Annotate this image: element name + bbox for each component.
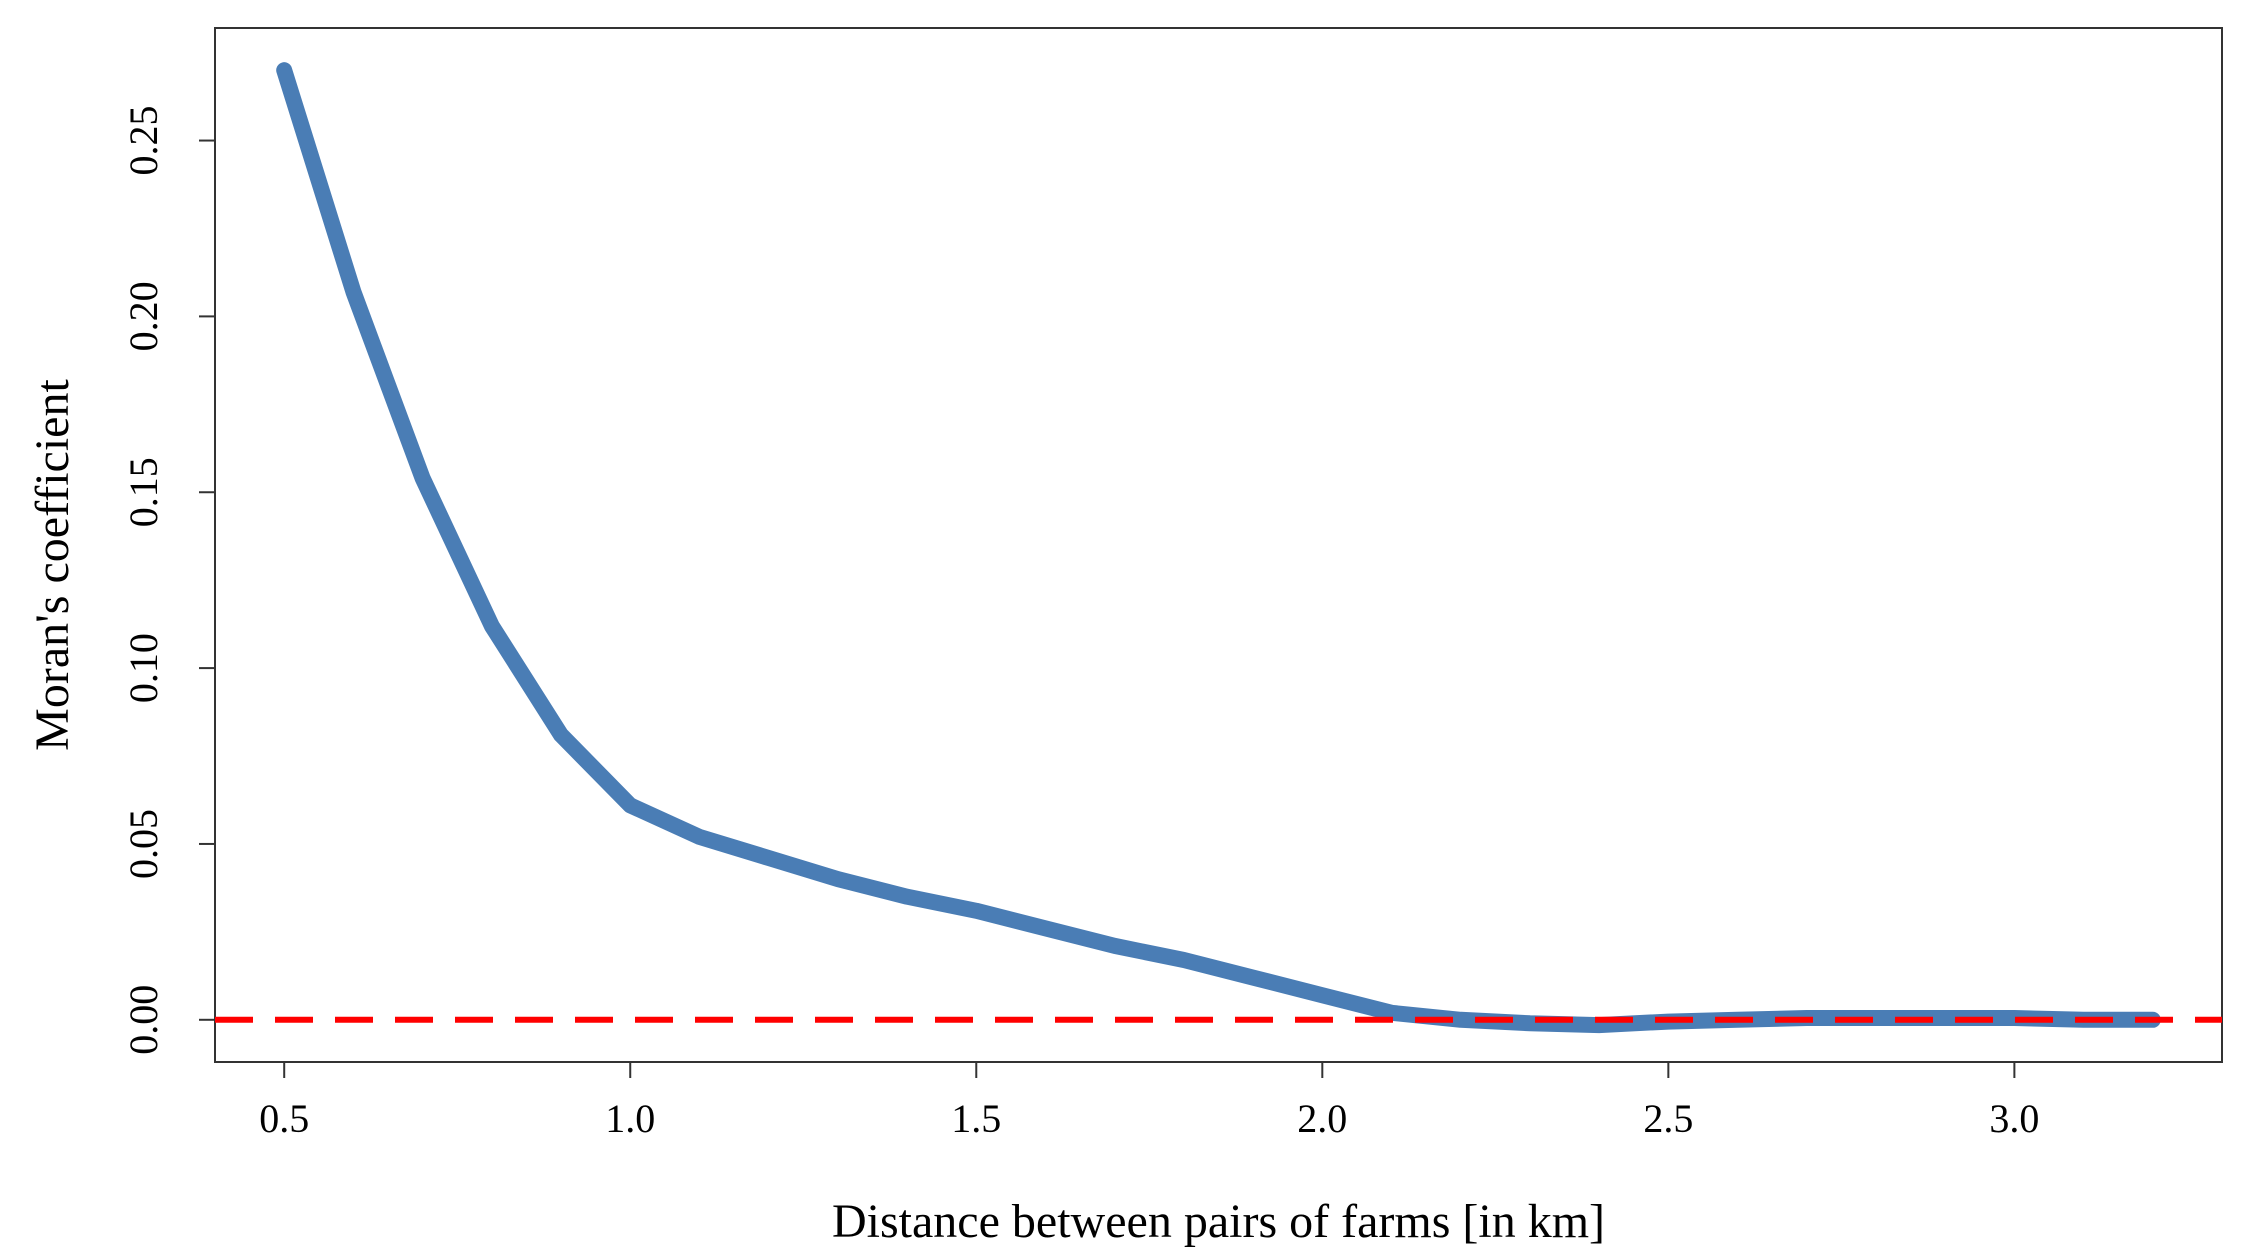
y-tick-label: 0.15 <box>121 457 166 527</box>
y-tick-label: 0.05 <box>121 809 166 879</box>
x-tick-label: 0.5 <box>259 1096 309 1141</box>
y-tick-label: 0.20 <box>121 281 166 351</box>
y-tick-label: 0.00 <box>121 985 166 1055</box>
y-tick-label: 0.25 <box>121 106 166 176</box>
y-tick-label: 0.10 <box>121 633 166 703</box>
y-axis: 0.00 0.05 0.10 0.15 0.20 0.25 <box>121 106 215 1055</box>
plot-frame <box>214 27 2223 1063</box>
x-tick-label: 1.5 <box>951 1096 1001 1141</box>
x-axis: 0.5 1.0 1.5 2.0 2.5 3.0 <box>259 1062 2039 1141</box>
x-tick-label: 2.0 <box>1297 1096 1347 1141</box>
plot-border <box>214 27 2223 1063</box>
x-axis-title: Distance between pairs of farms [in km] <box>832 1195 1605 1248</box>
series-layer <box>276 62 2161 1034</box>
x-tick-label: 1.0 <box>605 1096 655 1141</box>
x-tick-label: 2.5 <box>1643 1096 1693 1141</box>
series-line-0 <box>276 62 2161 1034</box>
y-axis-title: Moran's coefficient <box>26 379 79 751</box>
x-tick-label: 3.0 <box>1989 1096 2039 1141</box>
